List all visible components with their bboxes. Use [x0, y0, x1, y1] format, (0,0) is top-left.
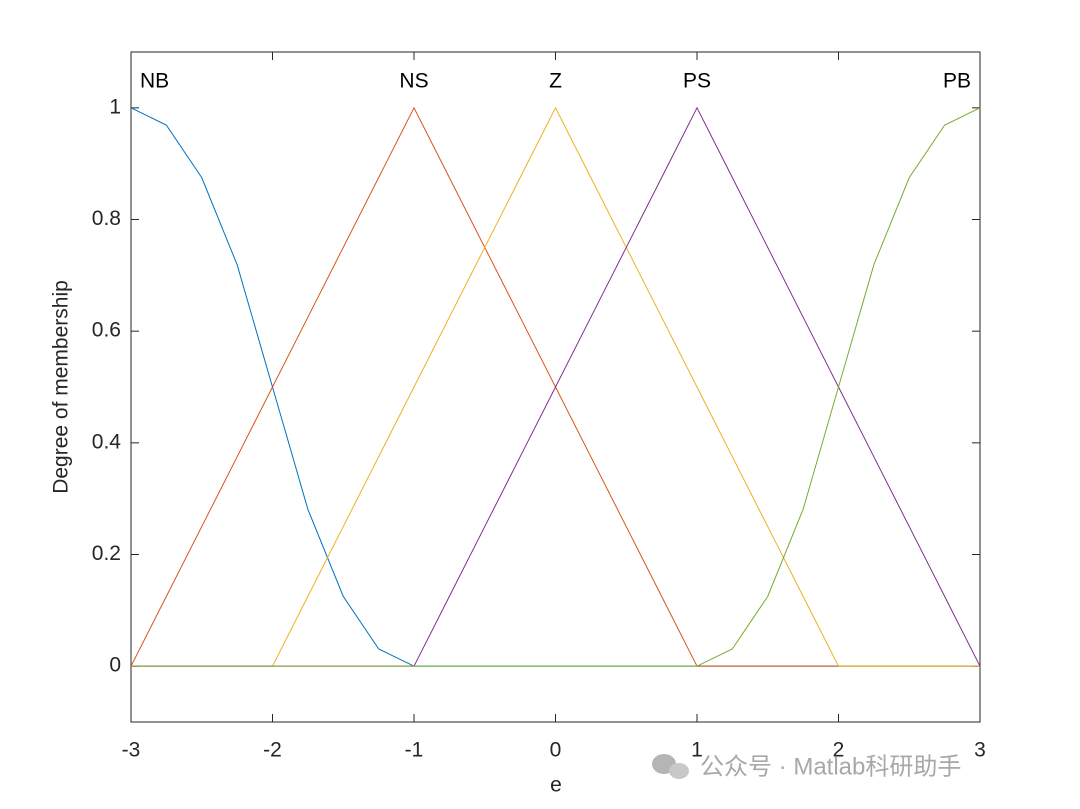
mf-label: NS [399, 69, 428, 92]
x-tick-label: 0 [550, 739, 562, 762]
series-line [131, 107, 981, 667]
y-tick-label: 0.4 [92, 430, 122, 453]
mf-label: Z [549, 69, 562, 92]
y-tick-label: 0 [109, 654, 121, 677]
y-tick-label: 1 [109, 95, 121, 118]
mf-label: PS [683, 69, 711, 92]
x-tick-label: 1 [691, 739, 703, 762]
watermark: 公众号 · Matlab科研助手 [700, 753, 961, 780]
x-tick-label: 2 [833, 739, 845, 762]
y-tick-label: 0.2 [92, 542, 121, 565]
y-axis-label: Degree of membership [50, 280, 73, 494]
x-tick-label: -1 [405, 739, 424, 762]
x-tick-label: -3 [122, 739, 141, 762]
watermark-icon [652, 754, 689, 779]
mf-label: PB [943, 69, 971, 92]
mf-label: NB [140, 69, 169, 92]
y-tick-label: 0.6 [92, 319, 121, 342]
y-tick-label: 0.8 [92, 207, 121, 230]
x-axis-label: e [550, 774, 562, 797]
x-tick-label: 3 [974, 739, 986, 762]
x-tick-label: -2 [263, 739, 282, 762]
